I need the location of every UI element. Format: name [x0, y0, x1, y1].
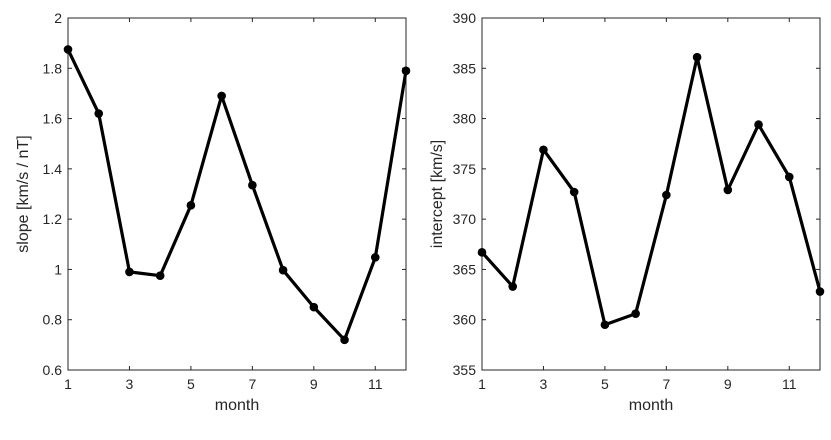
intercept-series-line — [480, 55, 822, 327]
slope-data-point — [248, 180, 257, 190]
intercept-axes-box — [481, 17, 821, 371]
slope-x-axis-label: month — [215, 397, 259, 414]
intercept-x-axis-label: month — [629, 397, 673, 414]
slope-data-point — [94, 109, 104, 118]
intercept-y-tick-label: 385 — [453, 60, 477, 76]
intercept-y-tick-label: 365 — [453, 261, 477, 277]
slope-x-tick-label: 7 — [248, 376, 256, 392]
slope-data-point — [155, 271, 165, 281]
slope-y-tick-label: 1.8 — [43, 60, 63, 76]
intercept-data-point — [692, 52, 702, 62]
intercept-data-point — [662, 190, 671, 200]
intercept-data-point — [600, 320, 610, 330]
intercept-x-tick-label: 5 — [601, 376, 609, 392]
slope-y-tick-label: 0.8 — [43, 312, 63, 328]
intercept-x-tick-label: 1 — [478, 376, 486, 392]
slope-data-point — [309, 302, 319, 312]
slope-x-tick-label: 11 — [368, 376, 383, 392]
slope-x-tick-label: 9 — [310, 376, 318, 392]
slope-y-tick-label: 1.4 — [43, 161, 63, 177]
intercept-data-point — [569, 187, 579, 197]
slope-y-tick-label: 1.2 — [43, 211, 63, 227]
intercept-chart: 1 3 5 7 9 11 355 360 365 370 375 380 385 390 month inte… — [429, 10, 825, 414]
intercept-data-point — [784, 172, 794, 182]
slope-x-tick-label: 5 — [187, 376, 195, 392]
intercept-y-axis-label: intercept [km/s] — [429, 140, 446, 248]
intercept-x-tick-label: 9 — [724, 376, 732, 392]
slope-y-tick-label: 2 — [54, 10, 62, 26]
slope-data-point — [401, 66, 411, 76]
slope-data-point — [340, 335, 349, 345]
slope-y-tick-label: 0.6 — [43, 362, 63, 378]
intercept-data-point — [754, 120, 763, 129]
slope-x-tick-label: 3 — [126, 376, 134, 392]
slope-y-tick-label: 1.6 — [43, 111, 63, 127]
intercept-data-point — [508, 282, 518, 291]
slope-data-point — [370, 253, 380, 262]
intercept-x-tick-label: 11 — [782, 376, 797, 392]
intercept-y-tick-label: 370 — [453, 211, 477, 227]
slope-data-point — [125, 267, 134, 277]
intercept-y-tick-label: 360 — [453, 312, 477, 328]
slope-data-point — [217, 91, 226, 101]
slope-data-point — [186, 201, 196, 210]
slope-y-axis-label: slope [km/s / nT] — [15, 135, 32, 252]
intercept-y-tick-label: 355 — [453, 362, 477, 378]
slope-x-tick-label: 1 — [64, 376, 72, 392]
intercept-data-point — [631, 309, 640, 318]
intercept-data-point — [539, 145, 548, 155]
intercept-x-tick-label: 7 — [662, 376, 670, 392]
slope-y-tick-label: 1 — [54, 261, 62, 277]
intercept-data-point — [477, 248, 487, 257]
intercept-y-tick-label: 375 — [453, 161, 477, 177]
intercept-y-tick-label: 380 — [453, 111, 477, 127]
intercept-data-point — [723, 185, 733, 195]
intercept-data-point — [815, 287, 825, 296]
slope-series-line — [66, 47, 408, 342]
slope-data-point — [278, 265, 288, 275]
slope-axes-box — [67, 17, 407, 371]
slope-data-point — [63, 45, 73, 54]
intercept-y-tick-label: 390 — [453, 10, 477, 26]
slope-chart: 1 3 5 7 9 11 0.6 0.8 1 1.2 1.4 1.6 1.8 2 month slope [k… — [15, 10, 411, 414]
intercept-x-tick-label: 3 — [540, 376, 548, 392]
